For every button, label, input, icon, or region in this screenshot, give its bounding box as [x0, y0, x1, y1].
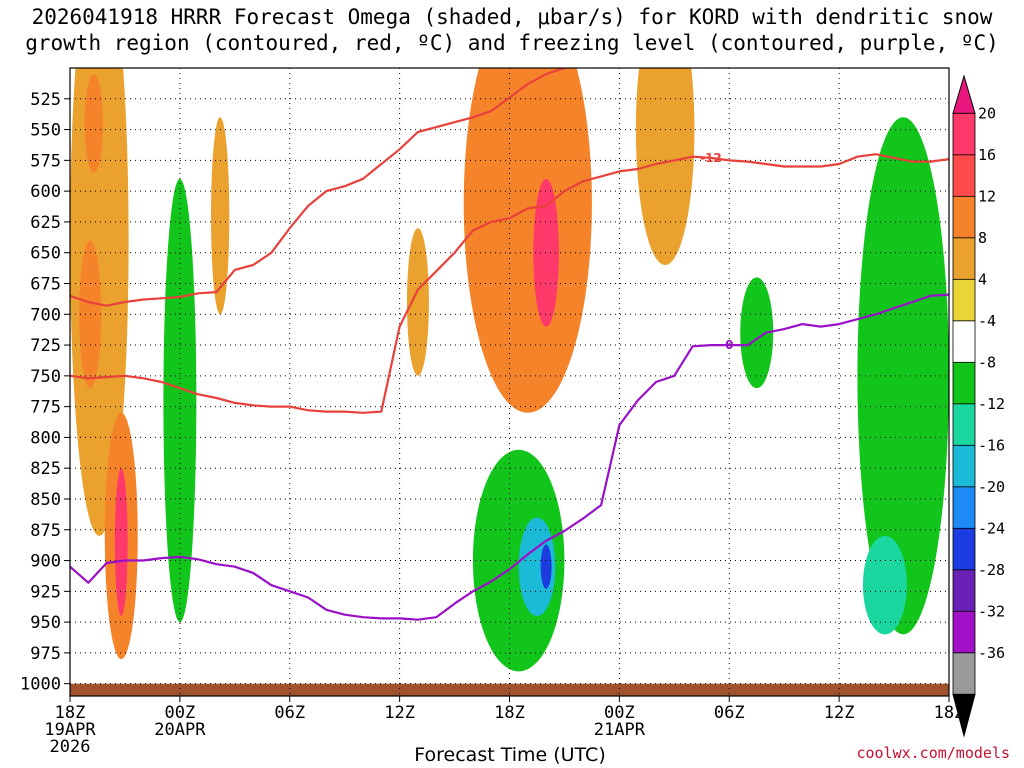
- colorbar-swatch-0: [952, 112, 976, 156]
- contour-label-0: -18: [737, 47, 759, 61]
- colorbar-label-13: -36: [978, 644, 1005, 662]
- ytick-label-650: 650: [30, 244, 61, 264]
- temperature-contours: -18 -12 0: [70, 47, 949, 621]
- omega-region-5: [163, 178, 197, 623]
- xtick-label-6-0: 00Z: [165, 703, 196, 723]
- ytick-label-850: 850: [30, 490, 61, 510]
- xtick-label-18-0: 12Z: [384, 703, 415, 723]
- colorbar-swatch-2: [952, 195, 976, 239]
- ytick-label-550: 550: [30, 121, 61, 141]
- colorbar-swatch-10: [952, 527, 976, 571]
- omega-region-4: [114, 468, 128, 616]
- xtick-label-0-1: 19APR: [44, 720, 96, 740]
- colorbar-label-0: 20: [978, 104, 996, 122]
- xtick-label-30-1: 21APR: [594, 720, 646, 740]
- colorbar-label-12: -32: [978, 602, 1005, 620]
- ytick-label-950: 950: [30, 613, 61, 633]
- colorbar-swatch-3: [952, 237, 976, 280]
- xtick-label-36-0: 06Z: [714, 703, 745, 723]
- colorbar-swatch-12: [952, 610, 976, 654]
- colorbar-label-2: 12: [978, 187, 996, 205]
- credit-link[interactable]: coolwx.com/models: [856, 744, 1010, 762]
- colorbar-label-11: -28: [978, 561, 1005, 579]
- ground-surface-band: [70, 683, 949, 696]
- ytick-label-800: 800: [30, 428, 61, 448]
- omega-region-9: [533, 178, 559, 327]
- colorbar-label-10: -24: [978, 519, 1005, 537]
- omega-region-15: [862, 535, 907, 635]
- omega-region-16: [740, 277, 774, 389]
- colorbar-label-8: -16: [978, 436, 1005, 454]
- omega-region-6: [211, 117, 230, 315]
- ytick-label-775: 775: [30, 398, 61, 418]
- omega-region-14: [857, 117, 949, 635]
- colorbar-swatch-8: [952, 444, 976, 488]
- colorbar-swatch-6: [952, 361, 976, 405]
- contour-line-0: [70, 68, 569, 307]
- colorbar-bottom-arrow: [952, 693, 976, 738]
- title-line-1: 2026041918 HRRR Forecast Omega (shaded, …: [31, 5, 993, 29]
- colorbar-label-4: 4: [978, 270, 987, 288]
- colorbar-swatch-9: [952, 486, 976, 529]
- ytick-label-725: 725: [30, 336, 61, 356]
- colorbar-label-6: -8: [978, 353, 996, 371]
- xtick-label-30-0: 00Z: [604, 703, 635, 723]
- omega-region-10: [635, 68, 695, 265]
- xtick-label-12-0: 06Z: [274, 703, 305, 723]
- ytick-label-1000: 1000: [20, 675, 61, 695]
- xtick-label-24-0: 18Z: [494, 703, 525, 723]
- contour-label-2: 0: [725, 338, 733, 352]
- colorbar-swatch-1: [952, 154, 976, 197]
- omega-region-7: [406, 228, 429, 376]
- xtick-label-0-0: 18Z: [55, 703, 86, 723]
- colorbar-swatch-7: [952, 403, 976, 446]
- ytick-label-575: 575: [30, 151, 61, 171]
- colorbar-swatch-4: [952, 278, 976, 322]
- contour-line-1: [70, 153, 949, 414]
- omega-region-13: [540, 544, 552, 589]
- colorbar-label-9: -20: [978, 478, 1005, 496]
- omega-region-8: [463, 68, 592, 413]
- ytick-label-825: 825: [30, 459, 61, 479]
- ytick-label-600: 600: [30, 182, 61, 202]
- colorbar-label-5: -4: [978, 312, 996, 330]
- colorbar-label-7: -12: [978, 395, 1005, 413]
- ytick-label-900: 900: [30, 552, 61, 572]
- omega-shading: [70, 68, 949, 672]
- chart-title: 2026041918 HRRR Forecast Omega (shaded, …: [0, 4, 1024, 56]
- xtick-label-6-1: 20APR: [154, 720, 206, 740]
- xtick-label-42-0: 12Z: [824, 703, 855, 723]
- colorbar-swatch-5: [952, 320, 976, 363]
- colorbar-swatch-13: [952, 652, 976, 695]
- ytick-label-975: 975: [30, 644, 61, 664]
- colorbar-label-1: 16: [978, 146, 996, 164]
- ytick-label-750: 750: [30, 367, 61, 387]
- omega-region-2: [84, 74, 103, 173]
- omega-colorbar: 20 16 12 8 4 -4 -8 -12 -16 -20 -24 -28 -32 -36: [952, 74, 1005, 738]
- ytick-label-625: 625: [30, 213, 61, 233]
- x-axis-label: Forecast Time (UTC): [414, 744, 606, 766]
- ytick-label-525: 525: [30, 90, 61, 110]
- colorbar-top-arrow: [952, 74, 976, 114]
- xtick-label-0-2: 2026: [50, 737, 91, 757]
- colorbar-label-3: 8: [978, 229, 987, 247]
- title-line-2: growth region (contoured, red, ºC) and f…: [25, 31, 999, 55]
- colorbar-swatch-11: [952, 569, 976, 612]
- ytick-label-700: 700: [30, 305, 61, 325]
- contour-label-1: -12: [700, 151, 722, 165]
- ytick-label-875: 875: [30, 521, 61, 541]
- ytick-label-925: 925: [30, 582, 61, 602]
- ytick-label-675: 675: [30, 274, 61, 294]
- pressure-axis: 525 550 575 600 625 650 675 700 725 750 775 800 825 8…: [20, 90, 70, 695]
- contour-line-2: [70, 293, 949, 621]
